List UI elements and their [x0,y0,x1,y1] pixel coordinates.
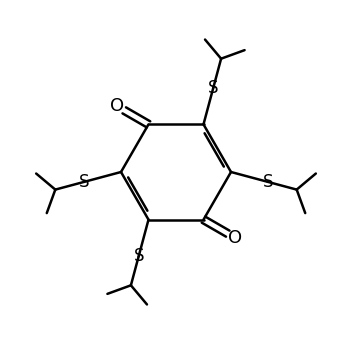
Text: S: S [208,79,219,97]
Text: O: O [110,97,124,116]
Text: S: S [79,173,89,191]
Text: S: S [133,247,144,265]
Text: S: S [263,173,273,191]
Text: O: O [228,229,242,247]
